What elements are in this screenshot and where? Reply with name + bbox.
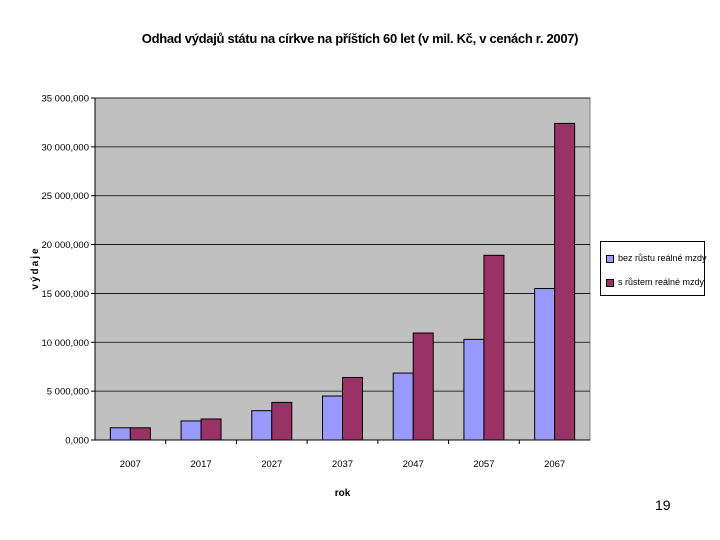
chart-title: Odhad výdajů státu na církve na příštích…	[141, 31, 579, 46]
y-tick-label: 10 000,000	[41, 338, 89, 349]
bar-s-rustem-2037	[342, 376, 363, 441]
x-axis-title: rok	[335, 488, 351, 499]
bar-bez-rustu-2047	[392, 372, 414, 441]
bar-s-rustem-2027	[271, 401, 293, 441]
bar-s-rustem-2007	[129, 427, 151, 441]
chart-legend: bez růstu reálné mzdy s růstem reálné mz…	[600, 241, 707, 296]
bar-bez-rustu-2017	[180, 420, 202, 441]
bar-s-rustem-2057	[483, 254, 505, 441]
bar-s-rustem-2067	[554, 122, 576, 441]
y-tick-label: 20 000,000	[41, 240, 89, 251]
bar-bez-rustu-2037	[322, 395, 343, 441]
x-tick-label: 2057	[473, 459, 494, 470]
legend-swatch-series-1	[606, 254, 614, 263]
y-tick-label: 35 000,000	[41, 94, 89, 105]
legend-label-series-1: bez růstu reálné mzdy	[618, 253, 707, 263]
legend-swatch-series-2	[606, 278, 614, 287]
bar-s-rustem-2017	[200, 418, 222, 441]
bar-bez-rustu-2067	[534, 288, 556, 441]
y-tick-label: 25 000,000	[41, 191, 89, 202]
legend-item-series-2: s růstem reálné mzdy	[606, 277, 704, 287]
legend-item-series-1: bez růstu reálné mzdy	[606, 253, 707, 263]
x-tick-label: 2027	[261, 459, 282, 470]
bar-bez-rustu-2007	[109, 427, 131, 441]
y-axis-title: výdaje	[30, 246, 41, 289]
page-number: 19	[655, 497, 671, 513]
x-tick-label: 2007	[120, 459, 141, 470]
x-tick-label: 2017	[191, 459, 212, 470]
y-tick-label: 5 000,000	[47, 387, 89, 398]
bar-s-rustem-2047	[412, 332, 434, 441]
x-tick-label: 2037	[332, 459, 353, 470]
bar-bez-rustu-2057	[463, 338, 485, 441]
y-tick-label: 30 000,000	[41, 142, 89, 153]
legend-label-series-2: s růstem reálné mzdy	[618, 277, 705, 287]
x-tick-label: 2067	[544, 459, 565, 470]
y-tick-label: 15 000,000	[41, 289, 89, 300]
bar-bez-rustu-2027	[251, 410, 273, 441]
x-tick-label: 2047	[403, 459, 424, 470]
y-tick-label: 0,000	[65, 436, 89, 447]
